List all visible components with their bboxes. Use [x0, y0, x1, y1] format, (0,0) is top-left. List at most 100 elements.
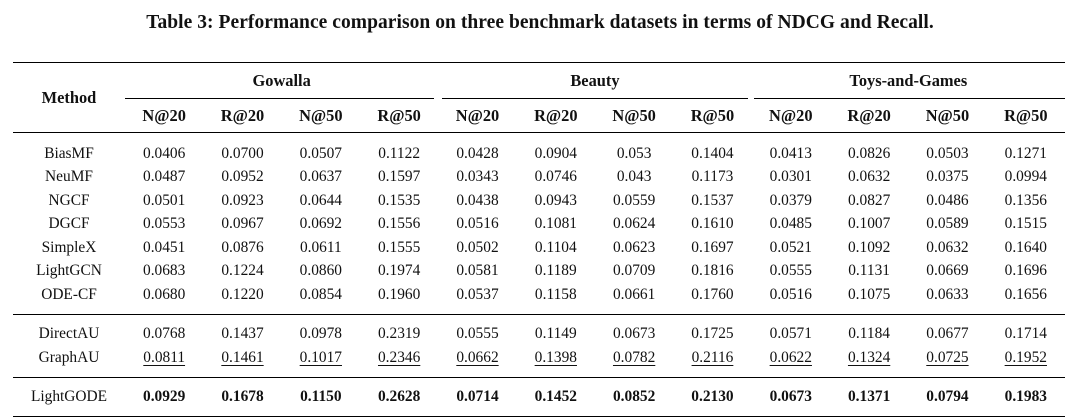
value-cell: 0.1816	[691, 262, 734, 280]
value-cell: 0.1555	[377, 238, 421, 256]
value-cell: 0.053	[616, 144, 652, 162]
value-cell: 0.1678	[203, 377, 282, 417]
value-cell: 0.0622	[751, 346, 830, 378]
method-header: Method	[41, 87, 97, 107]
table-row: BiasMF 0.0406 0.0700 0.0507 0.1122 0.0428 0.09…	[13, 133, 1065, 166]
method-cell: LightGODE	[13, 377, 125, 417]
value-cell: 0.1150	[281, 377, 360, 417]
value-cell: 0.0725	[908, 346, 987, 378]
value-cell: 0.0624	[612, 215, 656, 233]
metric-header: R@20	[847, 105, 891, 125]
value-cell: 0.0904	[534, 144, 577, 162]
method-cell: DirectAU	[38, 325, 100, 343]
metric-header: N@20	[769, 105, 813, 125]
table-body: BiasMF 0.0406 0.0700 0.0507 0.1122 0.0428 0.09…	[13, 133, 1065, 417]
value-cell: 0.1173	[691, 168, 734, 186]
value-cell: 0.1610	[691, 215, 734, 233]
metric-header: N@50	[612, 105, 656, 125]
value-cell: 0.0611	[299, 238, 342, 256]
value-cell: 0.0943	[534, 191, 577, 209]
value-cell: 0.0428	[456, 144, 499, 162]
value-cell: 0.0521	[769, 238, 812, 256]
value-cell: 0.1324	[829, 346, 909, 378]
value-cell: 0.0451	[143, 238, 186, 256]
method-cell: GraphAU	[13, 346, 125, 378]
value-cell: 0.2130	[673, 377, 752, 417]
value-cell: 0.1092	[847, 238, 891, 256]
value-cell: 0.1535	[377, 191, 421, 209]
value-cell: 0.1184	[848, 325, 890, 343]
metric-header: N@50	[299, 105, 343, 125]
value-cell: 0.0860	[299, 262, 342, 280]
method-cell: SimpleX	[41, 238, 97, 256]
value-cell: 0.0673	[612, 325, 656, 343]
value-cell: 0.0413	[769, 144, 812, 162]
value-cell: 0.0854	[281, 283, 360, 315]
value-cell: 0.0994	[1004, 168, 1047, 186]
value-cell: 0.1696	[1004, 262, 1047, 280]
metric-header: R@20	[220, 105, 265, 125]
value-cell: 0.1983	[986, 377, 1065, 417]
value-cell: 0.0683	[143, 262, 186, 280]
value-cell: 0.0623	[612, 238, 656, 256]
value-cell: 0.1452	[516, 377, 595, 417]
value-cell: 0.0555	[769, 262, 812, 280]
value-cell: 0.0632	[847, 168, 891, 186]
value-cell: 0.0406	[143, 144, 186, 162]
value-cell: 0.0375	[926, 168, 969, 186]
value-cell: 0.0700	[221, 144, 264, 162]
value-cell: 0.0680	[125, 283, 204, 315]
value-cell: 0.0662	[438, 346, 517, 378]
value-cell: 0.0826	[847, 144, 891, 162]
results-table: Method Gowalla Beauty Toys-and-Games N@2…	[13, 62, 1065, 417]
metric-header: R@20	[534, 105, 578, 125]
value-cell: 0.0501	[143, 191, 186, 209]
value-cell: 0.1356	[1004, 191, 1047, 209]
value-cell: 0.1640	[1004, 238, 1047, 256]
table-row: ODE-CF 0.0680 0.1220 0.0854 0.1960 0.0537 0.11…	[13, 283, 1065, 315]
value-cell: 0.0503	[926, 144, 969, 162]
value-cell: 0.1081	[534, 215, 577, 233]
value-cell: 0.1398	[516, 346, 595, 378]
value-cell: 0.1714	[1004, 325, 1047, 343]
value-cell: 0.0553	[143, 215, 186, 233]
dataset-header-beauty: Beauty	[438, 62, 752, 99]
table-row: LightGODE 0.0929 0.1678 0.1150 0.2628 0.0714 0…	[13, 377, 1065, 417]
value-cell: 0.0827	[847, 191, 891, 209]
value-cell: 0.1189	[534, 262, 577, 280]
value-cell: 0.1371	[829, 377, 909, 417]
value-cell: 0.0876	[221, 238, 264, 256]
value-cell: 0.2628	[359, 377, 439, 417]
value-cell: 0.1149	[534, 325, 577, 343]
value-cell: 0.0661	[594, 283, 674, 315]
value-cell: 0.1656	[986, 283, 1065, 315]
value-cell: 0.1122	[378, 144, 421, 162]
value-cell: 0.1017	[281, 346, 360, 378]
table-row: GraphAU 0.0811 0.1461 0.1017 0.2346 0.0662 0.1…	[13, 346, 1065, 378]
value-cell: 0.0487	[143, 168, 186, 186]
value-cell: 0.1404	[691, 144, 734, 162]
value-cell: 0.1007	[847, 215, 891, 233]
value-cell: 0.1952	[986, 346, 1065, 378]
value-cell: 0.0507	[299, 144, 342, 162]
dataset-header-toys-and-games: Toys-and-Games	[751, 62, 1065, 99]
value-cell: 0.1224	[221, 262, 264, 280]
value-cell: 0.1515	[1004, 215, 1047, 233]
value-cell: 0.0709	[612, 262, 656, 280]
value-cell: 0.0673	[751, 377, 830, 417]
value-cell: 0.0379	[769, 191, 812, 209]
value-cell: 0.2346	[359, 346, 439, 378]
value-cell: 0.0967	[221, 215, 264, 233]
table-caption: Table 3: Performance comparison on three…	[146, 12, 934, 33]
value-cell: 0.0555	[456, 325, 499, 343]
table-row: LightGCN 0.0683 0.1224 0.0860 0.1974 0.0581 0.…	[13, 260, 1065, 284]
value-cell: 0.0502	[456, 238, 499, 256]
value-cell: 0.0516	[751, 283, 830, 315]
method-cell: DGCF	[48, 215, 90, 233]
value-cell: 0.0768	[143, 325, 186, 343]
value-cell: 0.1960	[359, 283, 439, 315]
table-row: DirectAU 0.0768 0.1437 0.0978 0.2319 0.0555 0.…	[13, 314, 1065, 346]
value-cell: 0.0637	[299, 168, 342, 186]
value-cell: 0.0929	[125, 377, 204, 417]
